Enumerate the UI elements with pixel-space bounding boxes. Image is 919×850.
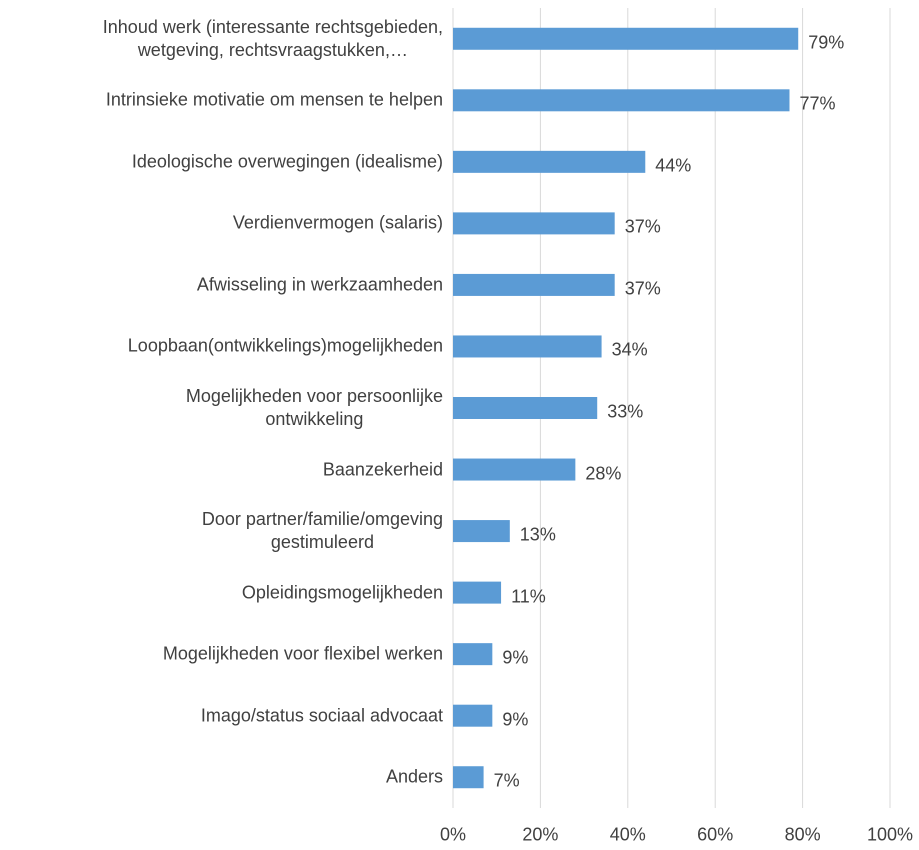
bar (453, 520, 510, 543)
bar (453, 643, 493, 666)
y-tick-label: Ideologische overwegingen (idealisme) (131, 151, 443, 172)
data-label: 9% (502, 709, 529, 730)
y-tick-label: Intrinsieke motivatie om mensen te helpe… (105, 89, 443, 110)
bar (453, 335, 602, 358)
y-tick-label: Mogelijkheden voor persoonlijke ontwikke… (185, 386, 443, 429)
bar (453, 89, 790, 112)
data-label: 33% (607, 401, 644, 422)
data-label: 44% (655, 155, 692, 176)
bar (453, 150, 646, 173)
data-label: 7% (493, 770, 520, 791)
bar (453, 273, 615, 296)
data-label: 34% (611, 339, 648, 360)
y-tick-label: Anders (385, 766, 443, 787)
bar (453, 766, 484, 789)
data-label: 37% (624, 216, 661, 237)
data-label: 77% (799, 93, 836, 114)
data-label: 28% (585, 463, 622, 484)
y-tick-label: Verdienvermogen (salaris) (232, 212, 443, 233)
y-tick-label: Baanzekerheid (322, 459, 443, 480)
bar (453, 581, 502, 604)
y-tick-label: Imago/status sociaal advocaat (200, 705, 443, 726)
x-tick-label: 80% (784, 824, 821, 845)
x-tick-label: 20% (522, 824, 559, 845)
data-label: 13% (519, 524, 556, 545)
x-tick-label: 40% (609, 824, 646, 845)
bar (453, 458, 576, 481)
y-tick-label: Inhoud werk (interessante rechtsgebieden… (102, 16, 443, 60)
x-tick-label: 0% (439, 824, 467, 845)
bar (453, 704, 493, 727)
data-label: 9% (502, 647, 529, 668)
y-tick-label: Loopbaan(ontwikkelings)mogelijkheden (127, 335, 443, 356)
y-tick-label: Opleidingsmogelijkheden (241, 582, 443, 603)
x-tick-label: 100% (866, 824, 914, 845)
data-label: 37% (624, 278, 661, 299)
x-tick-label: 60% (697, 824, 734, 845)
y-tick-label: Mogelijkheden voor flexibel werken (162, 643, 443, 664)
data-label: 79% (808, 32, 845, 53)
bar (453, 212, 615, 235)
y-tick-label: Afwisseling in werkzaamheden (196, 274, 443, 295)
bar (453, 27, 799, 50)
data-label: 11% (511, 586, 546, 607)
bar (453, 397, 598, 419)
y-tick-label: Door partner/familie/omgeving gestimulee… (201, 509, 443, 553)
